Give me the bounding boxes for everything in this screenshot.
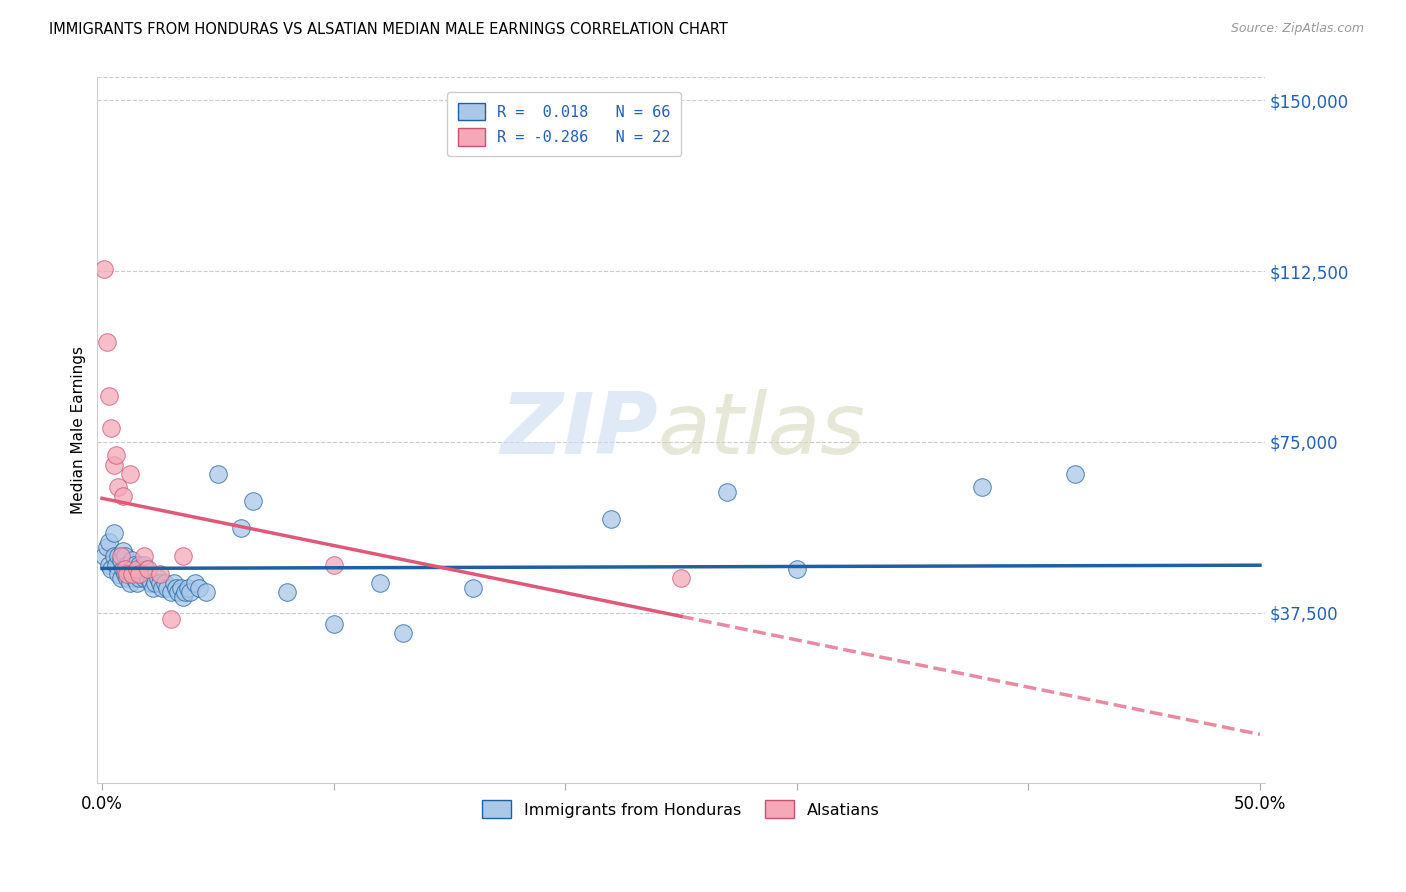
Point [322, 617, 344, 632]
Point [600, 512, 623, 526]
Point [124, 558, 146, 572]
Point [160, 585, 183, 599]
Point [121, 553, 143, 567]
Point [107, 566, 129, 581]
Point [114, 562, 136, 576]
Point [195, 585, 218, 599]
Point [125, 562, 148, 576]
Point [117, 566, 139, 581]
Point [118, 467, 141, 481]
Y-axis label: Median Male Earnings: Median Male Earnings [72, 346, 86, 515]
Point [103, 549, 125, 563]
Point [207, 467, 229, 481]
Point [110, 549, 132, 563]
Point [110, 553, 132, 567]
Point [179, 585, 201, 599]
Point [669, 571, 692, 585]
Point [156, 581, 179, 595]
Point [139, 576, 162, 591]
Point [153, 576, 176, 591]
Point [163, 576, 186, 591]
Point [716, 484, 738, 499]
Point [229, 521, 252, 535]
Point [149, 566, 172, 581]
Text: atlas: atlas [658, 389, 866, 472]
Point [104, 449, 127, 463]
Point [100, 421, 122, 435]
Point [125, 562, 148, 576]
Point [368, 576, 391, 591]
Point [114, 566, 136, 581]
Point [111, 544, 134, 558]
Point [170, 581, 193, 595]
Point [97, 535, 120, 549]
Point [124, 571, 146, 585]
Point [136, 562, 159, 576]
Point [276, 585, 298, 599]
Point [165, 581, 187, 595]
Point [104, 558, 127, 572]
Point [174, 585, 197, 599]
Point [118, 576, 141, 591]
Point [242, 494, 264, 508]
Legend: Immigrants from Honduras, Alsatians: Immigrants from Honduras, Alsatians [477, 794, 886, 825]
Point [111, 490, 134, 504]
Point [183, 576, 205, 591]
Text: IMMIGRANTS FROM HONDURAS VS ALSATIAN MEDIAN MALE EARNINGS CORRELATION CHART: IMMIGRANTS FROM HONDURAS VS ALSATIAN MED… [49, 22, 728, 37]
Point [131, 566, 153, 581]
Point [143, 576, 166, 591]
Point [128, 571, 150, 585]
Point [176, 581, 198, 595]
Point [121, 566, 143, 581]
Point [786, 562, 808, 576]
Point [322, 558, 344, 572]
Point [128, 566, 150, 581]
Point [93, 261, 115, 276]
Point [93, 549, 115, 563]
Point [103, 458, 125, 472]
Point [100, 562, 122, 576]
Point [188, 581, 211, 595]
Point [172, 549, 194, 563]
Point [118, 562, 141, 576]
Point [96, 334, 118, 349]
Point [117, 571, 139, 585]
Point [167, 585, 190, 599]
Point [149, 576, 172, 591]
Text: Source: ZipAtlas.com: Source: ZipAtlas.com [1230, 22, 1364, 36]
Point [160, 612, 183, 626]
Point [96, 540, 118, 554]
Point [121, 566, 143, 581]
Point [132, 571, 155, 585]
Point [103, 525, 125, 540]
Point [107, 480, 129, 494]
Point [150, 581, 173, 595]
Point [172, 590, 194, 604]
Point [142, 581, 165, 595]
Point [461, 581, 484, 595]
Point [114, 549, 136, 563]
Point [132, 549, 155, 563]
Point [97, 389, 120, 403]
Point [1063, 467, 1085, 481]
Point [970, 480, 993, 494]
Point [132, 558, 155, 572]
Point [128, 558, 150, 572]
Point [111, 562, 134, 576]
Point [125, 576, 148, 591]
Point [136, 571, 159, 585]
Point [146, 571, 169, 585]
Text: ZIP: ZIP [501, 389, 658, 472]
Point [110, 571, 132, 585]
Point [97, 558, 120, 572]
Point [392, 626, 415, 640]
Point [117, 558, 139, 572]
Point [107, 549, 129, 563]
Point [135, 562, 157, 576]
